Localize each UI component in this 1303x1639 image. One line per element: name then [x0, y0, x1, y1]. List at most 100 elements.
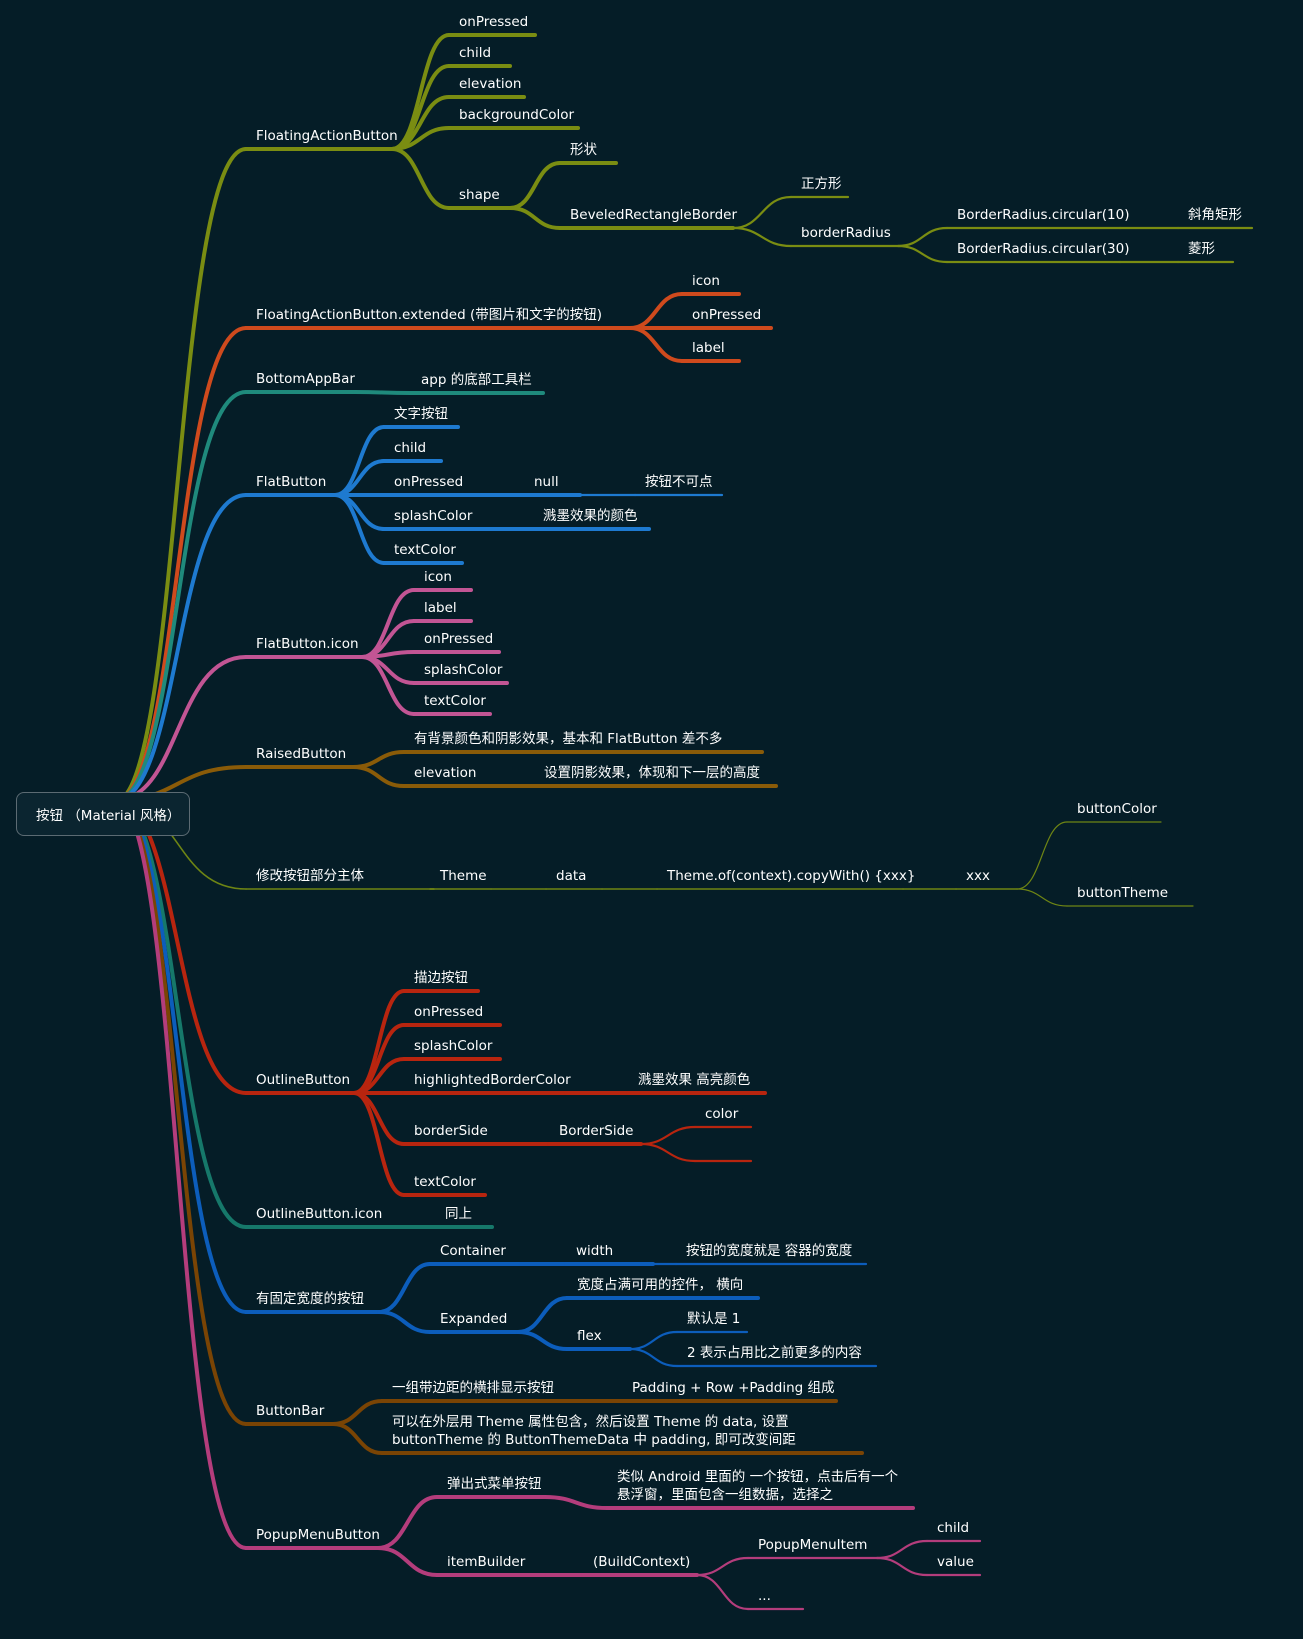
node-borderside[interactable]: BorderSide — [559, 1123, 634, 1139]
node-buildcontext[interactable]: (BuildContext) — [593, 1554, 691, 1570]
connector-11-1-0-0-1 — [875, 1556, 929, 1577]
node-splashcolor[interactable]: splashColor — [424, 662, 503, 678]
node-node[interactable]: 正方形 — [801, 176, 842, 192]
node-width[interactable]: width — [576, 1243, 614, 1259]
node-padding-row-padding[interactable]: Padding + Row +Padding 组成 — [632, 1380, 835, 1396]
node-app[interactable]: app 的底部工具栏 — [421, 372, 532, 388]
node-1[interactable]: 默认是 1 — [687, 1311, 741, 1327]
node-flex[interactable]: flex — [577, 1328, 602, 1344]
node-node[interactable]: 修改按钮部分主体 — [256, 868, 364, 884]
node-floatingactionbutton-extended[interactable]: FloatingActionButton.extended (带图片和文字的按钮… — [256, 307, 602, 323]
node-textcolor[interactable]: textColor — [424, 693, 486, 709]
node-theme-of-context-copywith-xxx[interactable]: Theme.of(context).copyWith() {xxx} — [667, 868, 916, 884]
node-flatbutton[interactable]: 有背景颜色和阴影效果，基本和 FlatButton 差不多 — [414, 731, 723, 747]
node-floatingactionbutton[interactable]: FloatingActionButton — [256, 128, 398, 144]
node-node[interactable]: 宽度占满可用的控件， 横向 — [577, 1277, 744, 1293]
node-node[interactable]: 有固定宽度的按钮 — [256, 1291, 364, 1307]
node-child[interactable]: child — [394, 440, 427, 456]
node-itembuilder[interactable]: itemBuilder — [447, 1554, 526, 1570]
node-child[interactable]: child — [937, 1520, 970, 1536]
node-onpressed[interactable]: onPressed — [394, 474, 464, 490]
node-buttontheme[interactable]: buttonTheme — [1077, 885, 1169, 901]
node-node[interactable]: 文字按钮 — [394, 406, 448, 422]
root-node[interactable]: 按钮 （Material 风格） — [16, 792, 190, 836]
node-beveledrectangleborder[interactable]: BeveledRectangleBorder — [570, 207, 737, 223]
node-icon[interactable]: icon — [424, 569, 452, 585]
node-shape[interactable]: shape — [459, 187, 500, 203]
connector-4-4 — [360, 655, 416, 716]
connector-0-4-1-1 — [731, 226, 793, 248]
connector-11-1 — [376, 1546, 439, 1577]
node-label[interactable]: label — [692, 340, 725, 356]
node-color[interactable]: color — [705, 1106, 739, 1122]
node-label[interactable]: label — [424, 600, 457, 616]
node-splashcolor[interactable]: splashColor — [414, 1038, 493, 1054]
node-textcolor[interactable]: textColor — [414, 1174, 476, 1190]
node-flatbutton[interactable]: FlatButton — [256, 474, 327, 490]
node-child[interactable]: child — [459, 45, 492, 61]
node-backgroundcolor[interactable]: backgroundColor — [459, 107, 575, 123]
node-node[interactable]: 溅墨效果 高亮颜色 — [638, 1072, 751, 1088]
node-borderside[interactable]: borderSide — [414, 1123, 488, 1139]
node-value[interactable]: value — [937, 1554, 974, 1570]
node-container[interactable]: Container — [440, 1243, 506, 1259]
node-null[interactable]: null — [534, 474, 559, 490]
node-elevation[interactable]: elevation — [459, 76, 522, 92]
node-buttoncolor[interactable]: buttonColor — [1077, 801, 1157, 817]
node-data[interactable]: data — [556, 868, 587, 884]
node-node[interactable]: 斜角矩形 — [1188, 207, 1242, 223]
node-expanded[interactable]: Expanded — [440, 1311, 508, 1327]
connector-2-0 — [353, 390, 413, 395]
node-outlinebutton[interactable]: OutlineButton — [256, 1072, 351, 1088]
node-borderradius-circular-30[interactable]: BorderRadius.circular(30) — [957, 241, 1130, 257]
node-highlightedbordercolor[interactable]: highlightedBorderColor — [414, 1072, 571, 1088]
node-elevation[interactable]: elevation — [414, 765, 477, 781]
node-theme-theme-data-buttontheme-buttonthemedata-padding[interactable]: 可以在外层用 Theme 属性包含，然后设置 Theme 的 data, 设置 … — [392, 1414, 796, 1448]
connector-0 — [118, 147, 248, 802]
connector-3 — [118, 493, 248, 802]
node-buttonbar[interactable]: ButtonBar — [256, 1403, 325, 1419]
node-node[interactable]: 形状 — [570, 142, 597, 158]
node-bottomappbar[interactable]: BottomAppBar — [256, 371, 355, 387]
connector-0-4-1 — [508, 206, 562, 230]
node-theme[interactable]: Theme — [440, 868, 487, 884]
connector-10 — [118, 798, 248, 1426]
node-node[interactable]: 弹出式菜单按钮 — [447, 1476, 542, 1492]
node-borderradius-circular-10[interactable]: BorderRadius.circular(10) — [957, 207, 1130, 223]
node-node[interactable]: 同上 — [445, 1206, 472, 1222]
node-android[interactable]: 类似 Android 里面的 一个按钮，点击后有一个 悬浮窗，里面包含一组数据，… — [617, 1469, 899, 1503]
node-onpressed[interactable]: onPressed — [424, 631, 494, 647]
connector-0-4 — [390, 147, 451, 210]
node-node[interactable]: 设置阴影效果，体现和下一层的高度 — [544, 765, 760, 781]
node-onpressed[interactable]: onPressed — [414, 1004, 484, 1020]
node-popupmenuitem[interactable]: PopupMenuItem — [758, 1537, 868, 1553]
node-onpressed[interactable]: onPressed — [459, 14, 529, 30]
connector-9-1 — [377, 1310, 432, 1334]
connector-3-4 — [333, 493, 386, 565]
connector-6-0-0-0-0-0 — [1016, 821, 1068, 890]
node-node[interactable]: 描边按钮 — [414, 970, 468, 986]
node-node[interactable]: 按钮不可点 — [645, 474, 713, 490]
node-xxx[interactable]: xxx — [966, 868, 990, 884]
node-node[interactable]: 按钮的宽度就是 容器的宽度 — [686, 1243, 853, 1259]
node-outlinebutton-icon[interactable]: OutlineButton.icon — [256, 1206, 383, 1222]
node-flatbutton-icon[interactable]: FlatButton.icon — [256, 636, 359, 652]
node-node[interactable]: 溅墨效果的颜色 — [543, 508, 638, 524]
connector-11-1-0-0 — [695, 1556, 750, 1577]
connector-5-1 — [351, 765, 406, 788]
connector-1-2 — [628, 326, 684, 363]
connector-11-0 — [376, 1495, 439, 1550]
node-borderradius[interactable]: borderRadius — [801, 225, 891, 241]
connector-9-1-1 — [516, 1330, 569, 1351]
node-textcolor[interactable]: textColor — [394, 542, 456, 558]
node-icon[interactable]: icon — [692, 273, 720, 289]
node-popupmenubutton[interactable]: PopupMenuButton — [256, 1527, 380, 1543]
node-raisedbutton[interactable]: RaisedButton — [256, 746, 347, 762]
node-node[interactable]: 菱形 — [1188, 241, 1215, 257]
node-node[interactable]: 一组带边距的横排显示按钮 — [392, 1380, 554, 1396]
node-splashcolor[interactable]: splashColor — [394, 508, 473, 524]
node-2[interactable]: 2 表示占用比之前更多的内容 — [687, 1345, 862, 1361]
node-onpressed[interactable]: onPressed — [692, 307, 762, 323]
node-node[interactable]: ... — [758, 1588, 771, 1604]
